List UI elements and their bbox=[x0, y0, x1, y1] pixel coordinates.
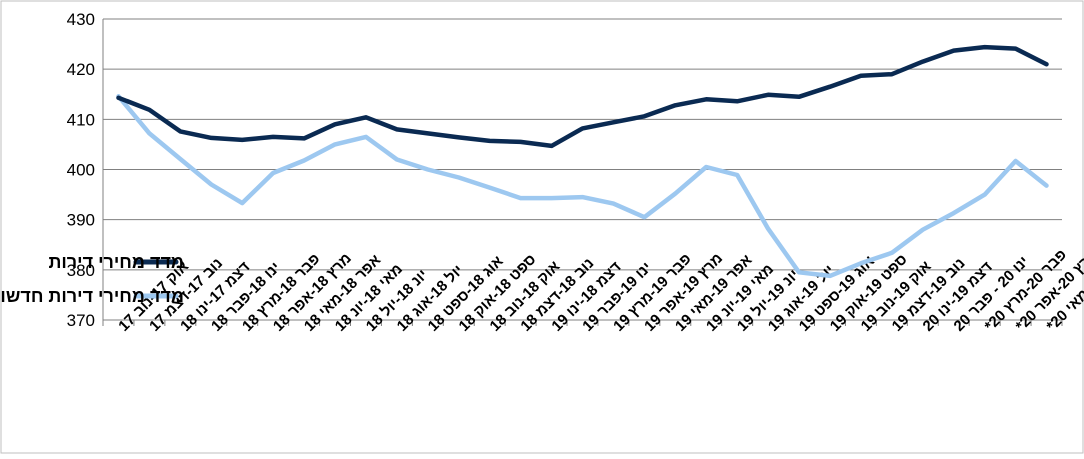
y-tick-label: 370 bbox=[67, 311, 95, 330]
legend-label-1: מדד מחירי דירות חדשות bbox=[0, 286, 184, 306]
y-tick-label: 380 bbox=[67, 261, 95, 280]
y-tick-label: 410 bbox=[67, 110, 95, 129]
legend-label-0: מדד מחירי דירות bbox=[48, 252, 184, 272]
y-axis-ticks: 370 380 390 400 410 420 430 bbox=[67, 10, 95, 330]
y-tick-label: 420 bbox=[67, 60, 95, 79]
y-tick-label: 430 bbox=[67, 10, 95, 29]
series-lines bbox=[116, 44, 1049, 279]
legend: מדד מחירי דירות מדד מחירי דירות חדשות bbox=[0, 252, 184, 306]
y-tick-label: 390 bbox=[67, 211, 95, 230]
series-line-1 bbox=[116, 94, 1049, 279]
y-tick-label: 400 bbox=[67, 161, 95, 180]
series-line-0 bbox=[116, 44, 1049, 149]
